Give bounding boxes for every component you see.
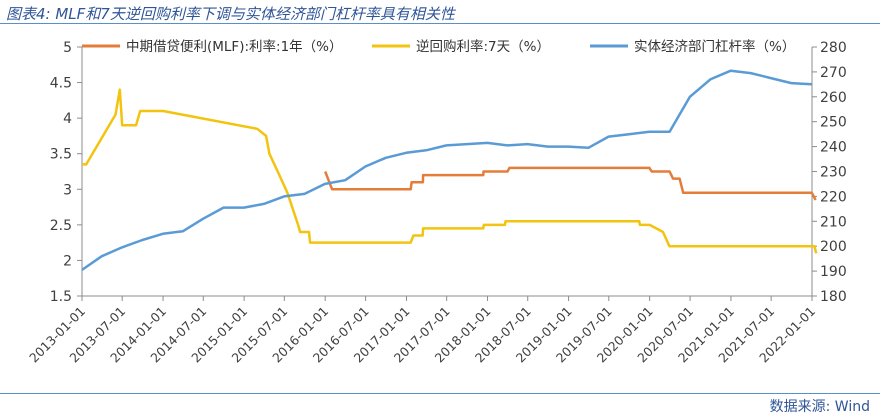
left-tick-label: 2: [63, 253, 72, 269]
legend-label-3: 实体经济部门杠杆率（%）: [634, 38, 795, 55]
right-tick-label: 210: [820, 214, 847, 230]
left-tick-label: 4.5: [50, 76, 72, 92]
left-tick-label: 3.5: [50, 147, 72, 163]
right-tick-label: 250: [820, 115, 847, 131]
right-tick-label: 260: [820, 90, 847, 106]
series-line-2: [82, 88, 818, 254]
left-tick-label: 3: [63, 182, 72, 198]
right-tick-label: 230: [820, 165, 847, 181]
right-tick-label: 280: [820, 40, 847, 56]
data-source: 数据来源: Wind: [769, 399, 870, 415]
right-tick-label: 190: [820, 264, 847, 280]
chart-title: 图表4: MLF和7天逆回购利率下调与实体经济部门杠杆率具有相关性: [6, 5, 455, 23]
right-tick-label: 240: [820, 140, 847, 156]
title-divider: [0, 23, 880, 24]
footer-divider: [0, 393, 880, 394]
series-line-3: [81, 69, 812, 271]
right-tick-label: 200: [820, 239, 847, 255]
legend-label-1: 中期借贷便利(MLF):利率:1年（%）: [126, 38, 342, 55]
series-line-1: [324, 166, 817, 201]
right-tick-label: 270: [820, 65, 847, 81]
legend-label-2: 逆回购利率:7天（%）: [416, 38, 550, 55]
right-tick-label: 180: [820, 289, 847, 305]
left-tick-label: 5: [63, 40, 72, 56]
right-tick-label: 220: [820, 189, 847, 205]
left-tick-label: 1.5: [50, 289, 72, 305]
left-tick-label: 4: [63, 111, 72, 127]
left-tick-label: 2.5: [50, 218, 72, 234]
